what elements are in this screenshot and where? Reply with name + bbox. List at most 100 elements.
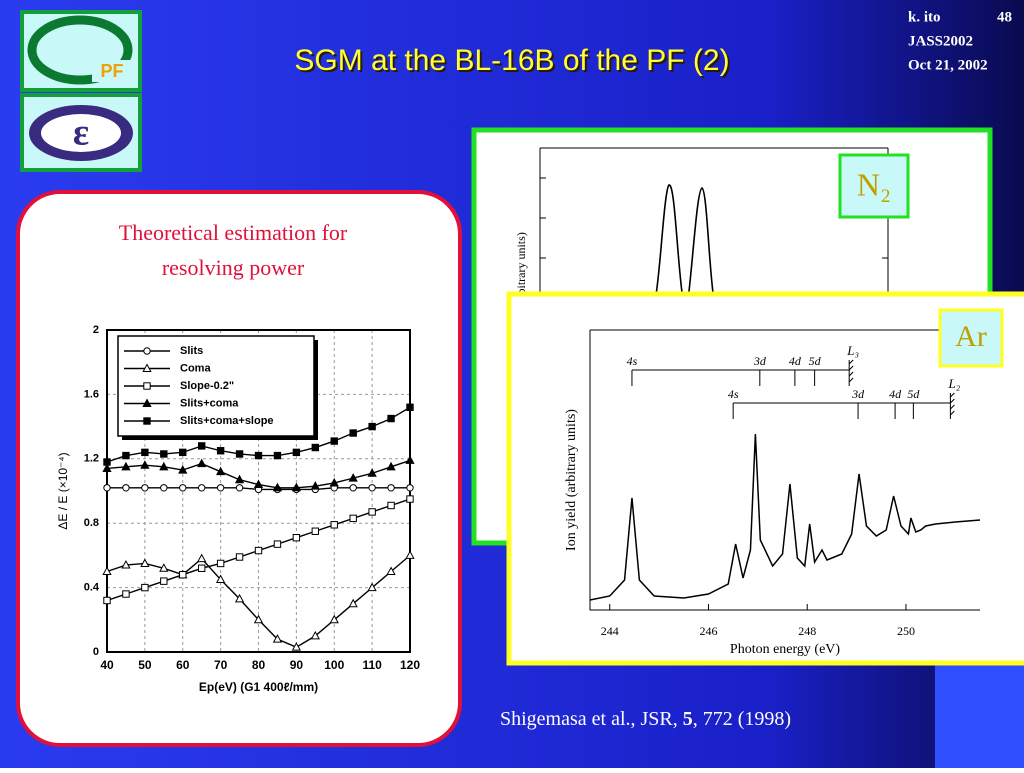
marker [387,501,395,510]
marker [197,442,206,450]
citation: Shigemasa et al., JSR, 5, 772 (1998) [500,708,791,730]
caption: resolving power [162,255,305,280]
series-label: 4d [789,354,802,368]
marker [253,614,264,624]
corner-block [935,665,1024,768]
marker [140,558,150,567]
legend-marker [143,417,151,425]
x-tick-label: 60 [176,658,190,672]
series-label: 3d [851,387,865,401]
marker [103,596,111,605]
marker [386,461,396,471]
marker [273,451,282,460]
marker [367,468,377,477]
marker [386,566,396,575]
marker [272,634,283,643]
marker [159,461,169,471]
marker [330,437,338,445]
marker [215,466,226,476]
marker [179,448,187,457]
edge-label: L₃ [846,343,859,358]
marker [102,566,112,575]
ar-spectrum-chart: 244 246 248 250 Photon energy (eV) Ion yield … [564,308,1004,657]
ar-panel [506,291,1024,666]
citation-authors: Shigemasa et al., JSR, [500,708,683,730]
marker [216,447,225,455]
y-tick-label: 1.6 [84,388,99,400]
legend-marker [142,363,152,372]
caption: Theoretical estimation for [119,220,348,245]
marker [272,482,283,492]
ar-label: Ar [955,320,987,353]
marker [329,477,339,487]
citation-volume: 5 [683,708,693,730]
svg-text:PF: PF [100,61,123,81]
y-tick-label: 0.8 [84,517,99,529]
marker [122,484,130,492]
x-tick-label: 70 [214,658,228,672]
series-label: 4s [728,387,739,401]
marker [160,484,168,492]
marker [121,461,131,471]
edge-hatch [949,392,955,419]
marker [387,414,395,423]
ar-label-box [938,308,1004,368]
resolving-power-chart: 40 50 60 70 80 90 100 110 120 0 0.4 0.8 1.2 1.6 2 Ep(eV… [56,324,420,694]
marker [216,559,225,568]
n2-spectrum: (arbitrary units) [514,147,889,308]
legend-label: Slits [180,345,203,357]
marker [406,484,414,492]
legend-label: Slope-0.2" [180,380,234,392]
x-axis-label: Ep(eV) (G1 400ℓ/mm) [199,680,318,694]
y-axis-label: Ion yield (arbitrary units) [564,409,579,551]
marker [178,465,188,474]
marker [368,508,376,516]
x-tick-label: 244 [601,624,619,638]
marker [141,484,149,492]
series-label: 4d [889,387,902,401]
marker [254,451,263,460]
marker [253,479,264,489]
y-tick-label: 2 [93,324,99,336]
x-tick-label: 250 [897,624,915,638]
x-axis-label: Photon energy (eV) [730,642,840,657]
y-tick-label: 0 [93,646,99,658]
y-tick-label: 0.4 [84,582,100,594]
marker [310,481,320,490]
marker [310,630,320,640]
marker [179,571,187,579]
legend-label: Coma [180,362,211,374]
marker [291,642,302,651]
marker [159,563,169,572]
legend-marker [143,347,151,355]
n2-y-label: (arbitrary units) [514,232,528,308]
marker [141,583,149,592]
marker [215,574,226,584]
marker [103,458,111,466]
marker [235,553,244,561]
marker [141,448,149,457]
marker [349,429,357,437]
y-tick-label: 1.2 [84,453,99,465]
series-label: 5d [907,387,920,401]
marker [311,443,320,452]
series-label: 5d [809,354,822,368]
marker [122,451,130,460]
marker [140,460,150,469]
edge-hatch [848,359,854,386]
marker [197,553,207,563]
marker [387,484,395,492]
plot-frame [589,329,980,611]
series-label: 4s [627,354,638,368]
marker [348,473,358,482]
conference: JASS2002 [908,33,973,49]
marker [367,582,377,592]
marker [102,463,112,472]
marker [122,590,130,598]
marker [292,533,301,542]
marker [330,521,338,529]
marker [197,458,207,468]
x-tick-label: 40 [100,658,114,672]
marker [254,546,263,555]
